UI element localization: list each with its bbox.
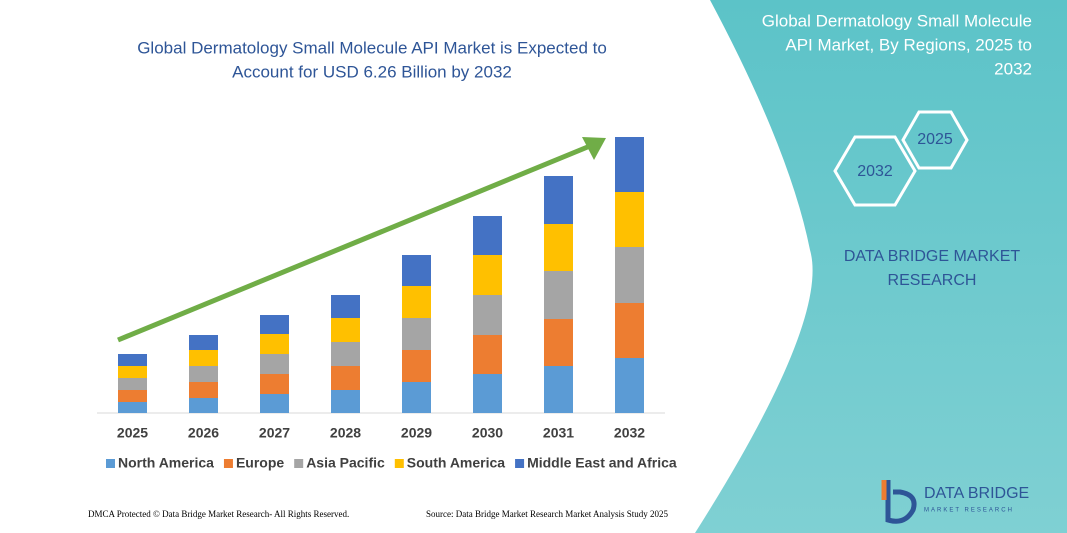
bar-segment	[473, 216, 502, 255]
chart-title: Global Dermatology Small Molecule API Ma…	[137, 38, 607, 57]
legend-swatch	[394, 459, 404, 468]
trend-arrow	[117, 143, 591, 343]
bar-segment	[260, 374, 289, 394]
logo-name: DATA BRIDGE	[924, 485, 1029, 502]
x-tick-label: 2025	[117, 425, 148, 441]
hexagon	[833, 135, 917, 207]
hexagon	[901, 110, 969, 170]
side-panel	[695, 0, 1067, 533]
footer-left: DMCA Protected © Data Bridge Market Rese…	[88, 509, 349, 519]
bar-segment	[615, 303, 644, 358]
legend-swatch	[106, 459, 115, 468]
x-tick-label: 2030	[472, 425, 503, 441]
bar-segment	[544, 224, 573, 271]
bar-segment	[473, 255, 502, 295]
legend-swatch	[294, 459, 304, 468]
bar-segment	[118, 390, 147, 402]
bar-segment	[189, 350, 218, 366]
legend-label: Asia Pacific	[306, 455, 385, 471]
bar-segment	[544, 366, 573, 413]
x-tick-label: 2027	[259, 425, 290, 441]
bar-segment	[260, 315, 289, 334]
bar-segment	[189, 366, 218, 382]
panel-title: 2032	[994, 59, 1032, 78]
brand-text: RESEARCH	[888, 272, 977, 289]
bar-segment	[260, 354, 289, 374]
bar-segment	[189, 335, 218, 350]
bar-segment	[118, 402, 147, 413]
hex-label: 2025	[917, 131, 953, 148]
x-tick-label: 2026	[188, 425, 219, 441]
logo-tagline: MARKET RESEARCH	[924, 508, 1014, 514]
panel-title: API Market, By Regions, 2025 to	[785, 35, 1032, 54]
bar-segment	[331, 390, 360, 413]
chart-title: Account for USD 6.26 Billion by 2032	[232, 62, 512, 81]
bar-segment	[118, 354, 147, 366]
footer-right: Source: Data Bridge Market Research Mark…	[426, 509, 668, 519]
logo-icon	[885, 480, 917, 524]
bar-segment	[331, 295, 360, 318]
bar-segment	[615, 358, 644, 413]
bar-segment	[473, 295, 502, 335]
bar-segment	[615, 247, 644, 303]
hex-label: 2032	[857, 163, 893, 180]
arrow-head	[582, 137, 606, 160]
bar-segment	[615, 137, 644, 192]
bar-segment	[473, 374, 502, 413]
bar-segment	[118, 366, 147, 378]
logo: DATA BRIDGE MARKET RESEARCH	[881, 480, 1029, 524]
legend-label: North America	[118, 455, 214, 471]
bar-segment	[473, 335, 502, 374]
x-tick-label: 2029	[401, 425, 432, 441]
bar-segment	[402, 255, 431, 286]
bar-segment	[331, 342, 360, 366]
panel-title: Global Dermatology Small Molecule	[762, 11, 1032, 30]
brand-text: DATA BRIDGE MARKET	[844, 248, 1021, 265]
x-tick-label: 2031	[543, 425, 574, 441]
bar-segment	[615, 192, 644, 247]
x-tick-label: 2028	[330, 425, 361, 441]
bar-segment	[189, 382, 218, 398]
legend-label: Middle East and Africa	[527, 455, 677, 471]
bar-segment	[331, 366, 360, 390]
x-tick-label: 2032	[614, 425, 645, 441]
bar-segment	[402, 350, 431, 382]
bar-segment	[331, 318, 360, 342]
bar-segment	[544, 176, 573, 224]
bar-segment	[118, 378, 147, 390]
bar-segment	[260, 394, 289, 413]
legend-label: Europe	[236, 455, 284, 471]
legend-label: South America	[407, 455, 505, 471]
bar-segment	[189, 398, 218, 413]
bar-segment	[544, 271, 573, 319]
bar-segment	[260, 334, 289, 354]
legend-swatch	[223, 459, 233, 468]
bar-segment	[402, 286, 431, 318]
legend-swatch	[515, 459, 525, 468]
bar-segment	[544, 319, 573, 366]
bar-segment	[402, 382, 431, 413]
bar-segment	[402, 318, 431, 350]
